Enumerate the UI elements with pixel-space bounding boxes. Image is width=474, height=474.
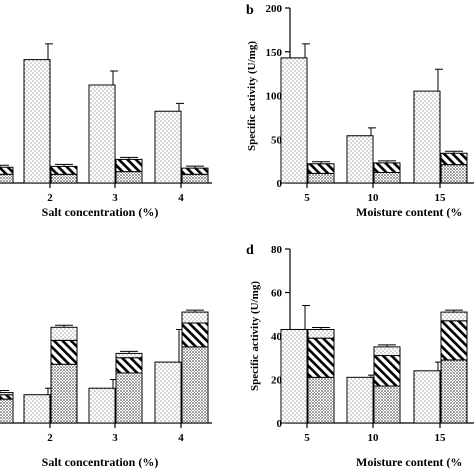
panel-a-marks: 2 3 4: [0, 43, 209, 204]
bar: [280, 57, 308, 184]
panel-c: 2 3 4 Salt concentration (%): [0, 309, 212, 469]
x-tick-label: 15: [435, 192, 447, 204]
bar: [154, 361, 182, 424]
y-tick-label: 80: [271, 244, 283, 256]
stacked-bar-segment: [115, 372, 143, 424]
x-axis-label: Salt concentration (%): [42, 455, 159, 469]
bar: [413, 90, 441, 184]
panel-c-marks: 2 3 4: [0, 309, 209, 444]
stacked-bar-segment: [307, 172, 335, 184]
stacked-bar-segment: [440, 320, 468, 361]
stacked-bar-segment: [181, 167, 209, 175]
stacked-bar-segment: [440, 359, 468, 424]
stacked-bar-segment: [115, 352, 143, 359]
stacked-bar-segment: [0, 398, 14, 424]
stacked-bar-segment: [50, 326, 78, 341]
stacked-bar-segment: [181, 173, 209, 184]
x-tick-label: 10: [368, 192, 380, 204]
x-tick-label: 15: [435, 432, 447, 444]
bar: [413, 370, 441, 424]
y-tick-label: 60: [271, 288, 283, 300]
stacked-bar-segment: [307, 337, 335, 378]
bar: [346, 376, 374, 424]
bar: [88, 387, 116, 424]
panel-a: 2 3 4 Salt concentration (%): [0, 43, 212, 219]
x-tick-label: 10: [368, 432, 380, 444]
panel-b-marks: 0 50 100 150 200 5 10 15: [266, 3, 468, 204]
x-tick-label: 2: [47, 192, 53, 204]
stacked-bar-segment: [440, 164, 468, 184]
x-tick-label: 4: [178, 192, 184, 204]
stacked-bar-segment: [50, 165, 78, 175]
stacked-bar-segment: [373, 172, 401, 184]
bar: [23, 394, 51, 424]
x-axis-label: Moisture content (%: [356, 455, 462, 469]
stacked-bar-segment: [373, 385, 401, 424]
stacked-bar-segment: [181, 322, 209, 348]
y-tick-label: 50: [271, 134, 283, 146]
x-axis-label: Moisture content (%: [356, 205, 462, 219]
x-axis-label: Salt concentration (%): [42, 205, 159, 219]
panel-letter: b: [246, 3, 254, 18]
bar: [88, 84, 116, 184]
stacked-bar-segment: [307, 376, 335, 424]
y-axis-label: Specific activity (U/mg): [249, 281, 261, 391]
x-tick-label: 3: [112, 432, 118, 444]
stacked-bar-segment: [115, 357, 143, 374]
panel-d-marks: 0 20 40 60 80 5 10 15: [271, 244, 468, 444]
x-tick-label: 5: [304, 192, 310, 204]
bar: [280, 328, 308, 424]
stacked-bar-segment: [115, 171, 143, 184]
stacked-bar-segment: [181, 346, 209, 424]
y-axis-label: Specific activity (U/mg): [246, 41, 258, 151]
bar: [154, 110, 182, 184]
x-tick-label: 3: [112, 192, 118, 204]
stacked-bar-segment: [50, 339, 78, 365]
y-tick-label: 200: [266, 3, 283, 15]
stacked-bar-segment: [0, 166, 14, 175]
bar: [346, 135, 374, 184]
stacked-bar-segment: [0, 394, 14, 400]
y-tick-label: 100: [266, 91, 283, 103]
x-tick-label: 4: [178, 432, 184, 444]
stacked-bar-segment: [50, 173, 78, 184]
stacked-bar-segment: [0, 173, 14, 184]
stacked-bar-segment: [440, 311, 468, 322]
panel-d: d Specific activity (U/mg) 0 20 40 60 80 5 10 1…: [246, 243, 474, 469]
x-tick-label: 2: [47, 432, 53, 444]
y-tick-label: 150: [266, 47, 283, 59]
y-tick-label: 40: [271, 331, 283, 343]
stacked-bar-segment: [307, 163, 335, 174]
panel-b: b Specific activity (U/mg) 0 50 100 150 200 5…: [246, 3, 474, 219]
stacked-bar-segment: [440, 152, 468, 166]
stacked-bar-segment: [307, 328, 335, 339]
stacked-bar-segment: [50, 363, 78, 424]
stacked-bar-segment: [373, 346, 401, 357]
stacked-bar-segment: [373, 162, 401, 173]
stacked-bar-segment: [373, 355, 401, 387]
y-tick-label: 20: [271, 375, 283, 387]
y-tick-label: 0: [277, 178, 283, 190]
panel-letter: d: [246, 243, 254, 258]
bar: [23, 59, 51, 184]
y-tick-label: 0: [277, 418, 283, 430]
stacked-bar-segment: [0, 392, 14, 396]
stacked-bar-segment: [181, 311, 209, 324]
stacked-bar-segment: [115, 158, 143, 173]
x-tick-label: 5: [304, 432, 310, 444]
